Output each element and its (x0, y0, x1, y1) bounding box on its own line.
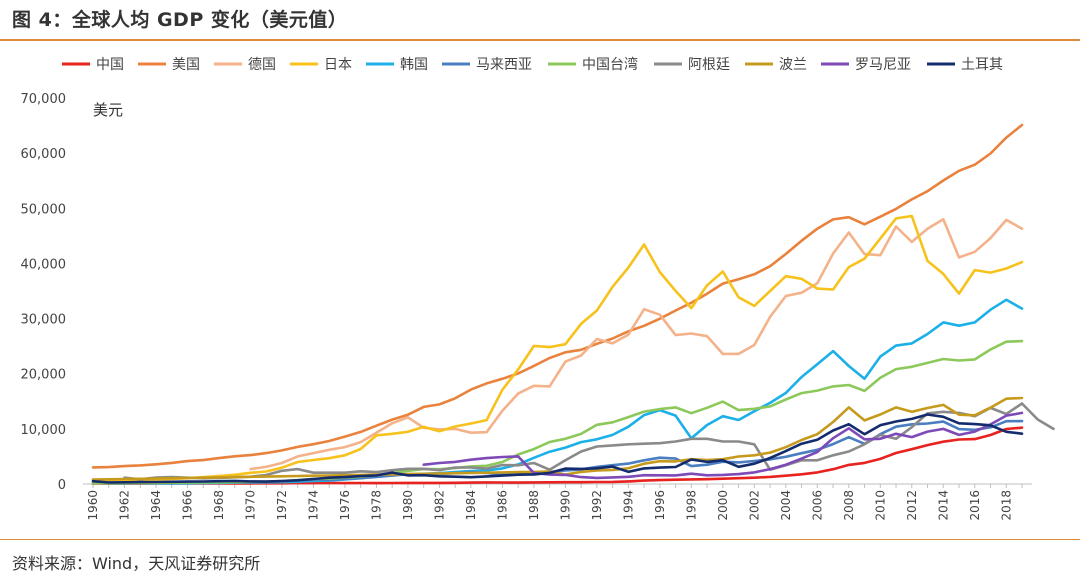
legend-label: 中国 (96, 57, 124, 73)
legend-label: 德国 (248, 57, 276, 73)
source-rule (0, 539, 1080, 540)
series-layer (91, 123, 1055, 485)
x-tick-label: 1962 (117, 490, 131, 521)
y-tick-label: 10,000 (21, 423, 67, 438)
legend-item: 美国 (138, 57, 200, 73)
series-line-德国 (249, 218, 1024, 471)
x-tick-label: 2000 (716, 490, 730, 521)
x-tick-label: 1966 (180, 490, 194, 521)
x-tick-label: 2010 (873, 490, 887, 521)
title-rule (0, 39, 1080, 41)
legend-item: 阿根廷 (654, 57, 730, 73)
y-tick-label: 30,000 (21, 313, 67, 328)
legend-label: 韩国 (400, 57, 428, 73)
y-tick-label: 0 (58, 478, 66, 493)
x-tick-label: 2002 (747, 490, 761, 521)
legend-label: 波兰 (779, 57, 807, 73)
series-line-阿根廷 (123, 402, 1055, 481)
x-tick-label: 1974 (306, 490, 320, 521)
series-line-波兰 (91, 396, 1024, 481)
y-tick-label: 40,000 (21, 257, 67, 272)
legend-item: 土耳其 (927, 57, 1003, 73)
legend-label: 日本 (324, 57, 352, 73)
legend-label: 罗马尼亚 (855, 57, 911, 73)
legend-label: 马来西亚 (476, 57, 532, 73)
legend-item: 日本 (290, 57, 352, 73)
figure-title: 图 4：全球人均 GDP 变化（美元值） (12, 9, 348, 31)
y-tick-label: 20,000 (21, 368, 67, 383)
series-line-土耳其 (91, 413, 1024, 484)
legend-item: 波兰 (745, 57, 807, 73)
series-line-罗马尼亚 (422, 411, 1024, 480)
series-line-美国 (91, 123, 1024, 469)
chart-legend: 中国 美国 德国 日本 韩国 马来西亚 中国台湾 阿根廷 波兰 罗马尼亚 土耳其 (62, 56, 1003, 73)
x-tick-label: 1998 (684, 490, 698, 521)
x-tick-label: 2006 (810, 490, 824, 521)
y-tick-label: 70,000 (21, 92, 67, 107)
x-tick-label: 2004 (779, 490, 793, 521)
source-note: 资料来源：Wind，天风证券研究所 (12, 554, 261, 573)
legend-label: 土耳其 (961, 57, 1003, 73)
x-tick-label: 1976 (338, 490, 352, 521)
x-tick-label: 2008 (842, 490, 856, 521)
legend-item: 马来西亚 (442, 57, 532, 73)
x-axis: 1960 1962 1964 1966 1968 1970 1972 1974 1976 1978… (83, 483, 1032, 521)
legend-item: 罗马尼亚 (821, 57, 911, 73)
x-tick-label: 1970 (243, 490, 257, 521)
x-tick-label: 1978 (369, 490, 383, 521)
x-tick-label: 2012 (905, 490, 919, 521)
x-tick-label: 1968 (212, 490, 226, 521)
x-tick-label: 1984 (464, 490, 478, 521)
y-axis: 0 10,000 20,000 30,000 40,000 50,000 60,000 70,… (21, 92, 67, 493)
legend-label: 阿根廷 (688, 57, 730, 73)
series-line-日本 (91, 214, 1024, 483)
legend-item: 韩国 (366, 57, 428, 73)
x-tick-label: 2018 (999, 490, 1013, 521)
legend-label: 美国 (172, 57, 200, 73)
x-tick-label: 1990 (558, 490, 572, 521)
x-tick-label: 1986 (495, 490, 509, 521)
legend-label: 中国台湾 (582, 56, 638, 73)
x-tick-label: 1964 (149, 490, 163, 521)
x-tick-label: 2016 (968, 490, 982, 521)
x-tick-label: 1994 (621, 490, 635, 521)
x-tick-label: 1988 (527, 490, 541, 521)
x-tick-label: 1960 (86, 490, 100, 521)
legend-item: 中国 (62, 57, 124, 73)
x-tick-label: 1980 (401, 490, 415, 521)
legend-item: 德国 (214, 57, 276, 73)
legend-item: 中国台湾 (548, 56, 638, 73)
x-tick-label: 2014 (936, 490, 950, 521)
x-tick-label: 1972 (275, 490, 289, 521)
y-tick-label: 50,000 (21, 202, 67, 217)
gdp-per-capita-line-chart: 中国 美国 德国 日本 韩国 马来西亚 中国台湾 阿根廷 波兰 罗马尼亚 土耳其 0 10,000 20… (21, 56, 1055, 521)
x-tick-label: 1996 (653, 490, 667, 521)
x-tick-label: 1982 (432, 490, 446, 521)
y-tick-label: 60,000 (21, 147, 67, 162)
y-unit-label: 美元 (93, 101, 123, 119)
x-tick-label: 1992 (590, 490, 604, 521)
